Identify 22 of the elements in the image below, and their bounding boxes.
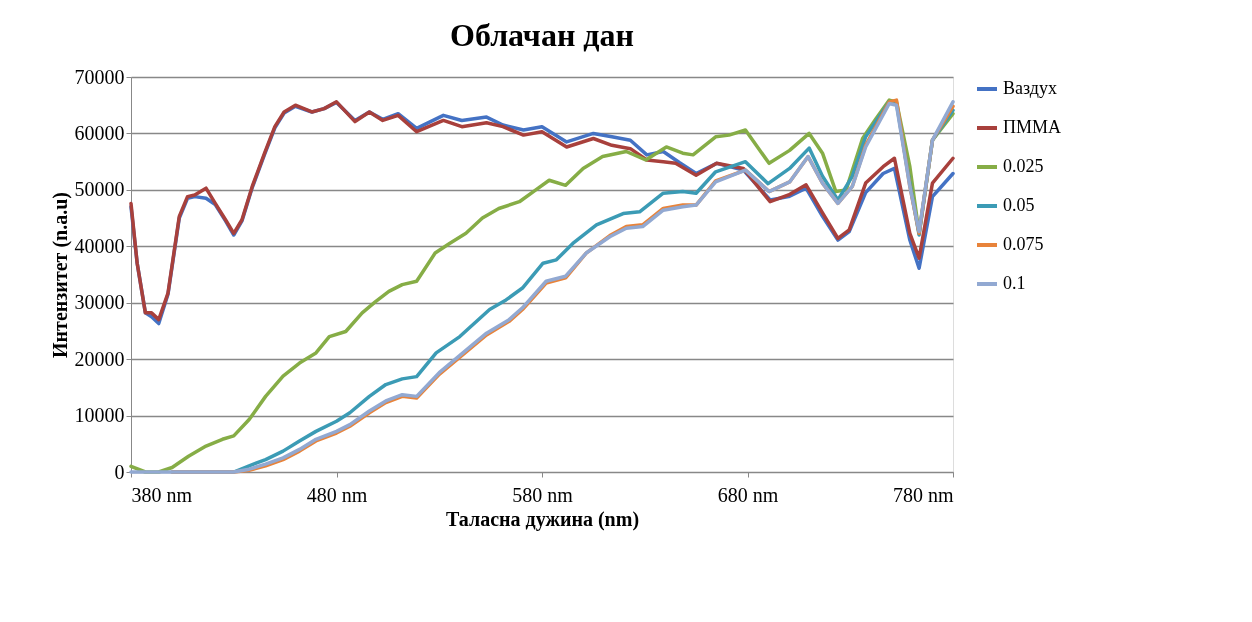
legend-label: 0.1: [1003, 273, 1026, 293]
x-tick-label: 380 nm: [131, 483, 193, 506]
x-axis-title: Таласна дужина (nm): [445, 507, 640, 531]
chart-title: Облачан дан: [450, 17, 634, 53]
legend-label: 0.025: [1003, 156, 1044, 176]
y-tick-label: 40000: [74, 234, 125, 257]
x-tick-label: 780 nm: [892, 483, 954, 506]
legend-label: Вaздух: [1003, 78, 1057, 98]
x-tick-label: 480 nm: [306, 483, 368, 506]
x-tick-label: 580 nm: [512, 483, 574, 506]
y-tick-label: 70000: [74, 65, 125, 88]
y-tick-label: 60000: [74, 121, 125, 144]
y-tick-label: 10000: [74, 404, 125, 427]
y-tick-label: 30000: [74, 291, 125, 314]
legend-label: 0.05: [1003, 195, 1035, 215]
x-tick-label: 680 nm: [717, 483, 779, 506]
y-tick-label: 0: [114, 460, 125, 483]
legend-label: ПММА: [1003, 117, 1062, 137]
y-tick-label: 50000: [74, 178, 125, 201]
legend-label: 0.075: [1003, 234, 1044, 254]
y-tick-label: 20000: [74, 347, 125, 370]
y-axis-title: Интензитет (n.a.u): [48, 192, 72, 358]
